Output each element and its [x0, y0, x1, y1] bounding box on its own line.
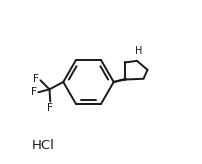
Text: HCl: HCl [32, 139, 54, 152]
Text: F: F [31, 87, 36, 97]
Text: F: F [33, 74, 39, 84]
Text: H: H [134, 46, 141, 56]
Text: F: F [47, 103, 53, 113]
